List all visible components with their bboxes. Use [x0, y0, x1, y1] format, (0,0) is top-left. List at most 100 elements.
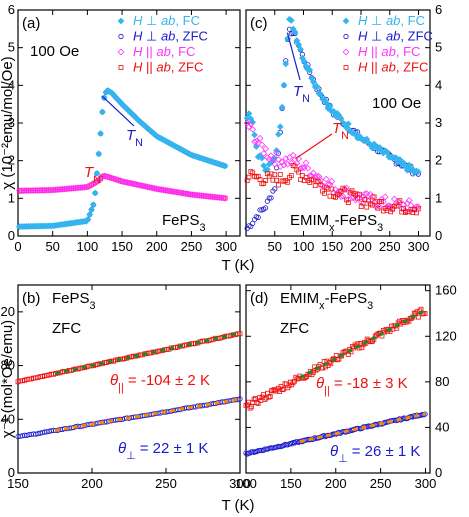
data-point-c-3 — [322, 190, 327, 196]
data-point-a-0 — [88, 206, 95, 213]
text-span: H — [358, 13, 368, 28]
data-point-c-2 — [298, 164, 306, 171]
data-point-c-2 — [328, 178, 336, 185]
text-span: H — [133, 13, 143, 28]
data-point-a-0 — [221, 162, 229, 170]
data-point-a-2 — [80, 183, 88, 191]
data-point-d-par — [247, 405, 253, 411]
data-point-c-3 — [276, 182, 281, 188]
data-point-c-2 — [260, 150, 268, 157]
tn-label-a-par: TN — [84, 164, 101, 186]
x-tick-label: 250 — [379, 239, 401, 254]
data-point-c-0 — [287, 17, 295, 24]
panel-d-frame — [245, 284, 431, 474]
y-tick-label: 6 — [435, 2, 442, 17]
data-point-a-2 — [102, 172, 110, 180]
fit-line-b-perp — [54, 397, 241, 432]
data-point-a-2 — [127, 180, 135, 187]
legend-marker-a-2 — [117, 48, 125, 56]
data-point-c-3 — [285, 179, 291, 185]
text-span: , ZFC — [171, 60, 204, 75]
text-span: -FePS — [325, 290, 368, 307]
text-span: ⊥ — [142, 29, 161, 44]
x-tick-label: 300 — [229, 476, 251, 491]
data-point-a-2 — [221, 194, 229, 202]
data-point-c-2 — [322, 175, 330, 183]
data-point-c-3 — [397, 198, 403, 204]
text-span: H — [133, 29, 143, 44]
text-span: T — [84, 164, 95, 181]
data-point-a-2 — [131, 180, 139, 188]
data-point-b-perp — [237, 396, 243, 402]
text-span: H — [133, 44, 143, 59]
panel-label-c: (c) — [250, 15, 268, 32]
data-point-c-1 — [266, 195, 272, 201]
text-span: , FC — [396, 44, 421, 59]
x-tick-label: 150 — [280, 476, 302, 491]
data-point-c-2 — [363, 190, 371, 197]
text-span: ab — [156, 44, 170, 59]
text-span: ab — [381, 60, 395, 75]
theta-par-b: θ|| = -104 ± 2 K — [110, 372, 210, 394]
text-span: T — [332, 120, 343, 137]
x-tick-label: 300 — [415, 476, 437, 491]
data-point-c-2 — [249, 126, 257, 133]
x-tick-label: 200 — [146, 239, 168, 254]
y-tick-label: 0 — [435, 465, 442, 480]
legend-label-a-1: H ⊥ ab, ZFC — [133, 29, 208, 44]
y-tick-label: 0 — [8, 465, 15, 480]
data-point-a-2 — [142, 183, 150, 190]
text-span: , FC — [171, 44, 196, 59]
data-point-c-0 — [258, 154, 266, 162]
x-tick-label: 100 — [293, 239, 315, 254]
text-span: ab — [386, 29, 400, 44]
theta-perp-d: θ⊥ = 26 ± 1 K — [330, 443, 420, 465]
text-span: || — [142, 44, 156, 59]
data-point-d-par — [368, 339, 374, 345]
data-point-a-2 — [93, 178, 101, 185]
data-point-a-2 — [149, 184, 157, 192]
data-point-c-2 — [271, 160, 279, 168]
text-span: θ — [330, 443, 338, 460]
legend-marker-a-1 — [118, 33, 124, 40]
data-point-d-par — [266, 394, 272, 400]
data-point-c-0 — [322, 99, 330, 107]
text-span: x — [329, 222, 335, 234]
text-span: -FePS — [335, 212, 378, 229]
data-point-c-0 — [326, 102, 334, 110]
data-point-a-2 — [111, 175, 119, 183]
data-point-a-2 — [108, 174, 115, 182]
data-point-c-2 — [262, 145, 269, 153]
data-point-c-3 — [369, 202, 375, 208]
legend-marker-c-2 — [342, 48, 350, 56]
data-point-c-3 — [329, 186, 335, 192]
data-point-c-2 — [245, 123, 253, 131]
data-point-a-2 — [100, 172, 108, 180]
text-span: ⊥ — [142, 13, 161, 28]
text-span: T — [126, 127, 137, 144]
y-tick-label: 80 — [1, 358, 15, 373]
y-tick-label: 2 — [8, 153, 15, 168]
y-tick-label: 120 — [0, 304, 15, 319]
text-span: 3 — [200, 222, 206, 234]
y-tick-label: 160 — [435, 283, 457, 298]
text-span: N — [341, 130, 349, 142]
tn-label-c-par: TN — [332, 120, 349, 142]
data-point-d-par — [422, 311, 428, 317]
x-tick-label: 200 — [350, 239, 372, 254]
data-point-b-par — [237, 331, 243, 337]
text-span: , ZFC — [400, 29, 433, 44]
legend-label-a-3: H || ab, ZFC — [133, 60, 203, 75]
data-point-d-par — [290, 380, 296, 386]
text-span: ab — [386, 13, 400, 28]
x-tick-label: 250 — [370, 476, 392, 491]
data-point-c-1 — [262, 205, 269, 211]
text-span: , FC — [400, 13, 425, 28]
data-point-c-0 — [310, 78, 317, 86]
data-point-a-2 — [140, 182, 148, 190]
y-tick-label: 120 — [435, 328, 457, 343]
field-label-c: 100 Oe — [372, 95, 421, 112]
data-point-c-3 — [318, 182, 324, 188]
data-point-c-2 — [302, 159, 310, 167]
